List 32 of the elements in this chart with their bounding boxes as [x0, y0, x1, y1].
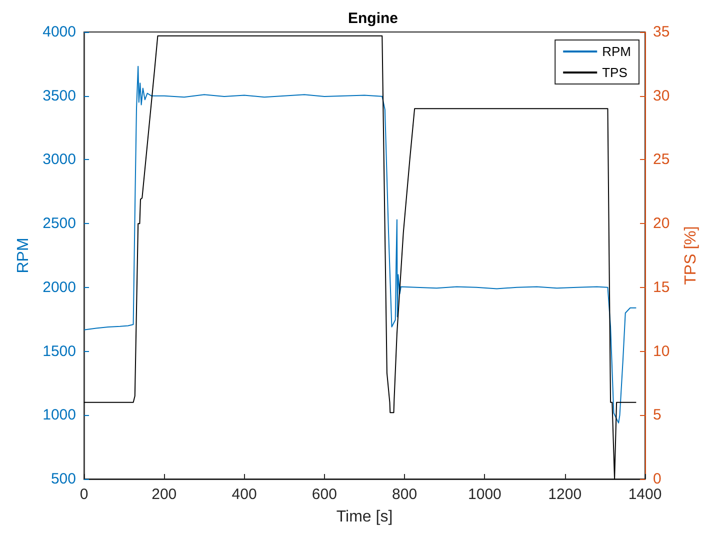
y2-tick-label: 10 — [653, 342, 670, 360]
x-tick-label: 800 — [392, 486, 418, 503]
y-tick-label: 2000 — [42, 278, 76, 296]
y2-tick-label: 5 — [653, 406, 662, 424]
y-tick-label: 2500 — [42, 215, 76, 232]
legend-label: TPS — [602, 65, 628, 80]
x-axis-title: Time [s] — [336, 508, 393, 526]
x-tick-label: 0 — [80, 486, 88, 503]
x-tick-label: 1200 — [548, 486, 582, 503]
y2-tick-label: 0 — [653, 470, 662, 488]
y-tick-label: 3000 — [42, 151, 76, 168]
legend-label: RPM — [602, 44, 631, 59]
y-tick-label: 500 — [50, 470, 76, 488]
y2-tick-label: 35 — [653, 24, 670, 40]
x-tick-label: 400 — [232, 486, 257, 503]
y-axis-title: RPM — [15, 238, 32, 274]
y-tick-label: 3500 — [42, 87, 76, 104]
y-tick-label: 1500 — [42, 342, 76, 360]
y-tick-label: 4000 — [42, 24, 76, 40]
y2-axis-title: TPS [%] — [682, 226, 700, 285]
line-series — [84, 35, 637, 480]
y2-tick-label: 15 — [653, 278, 670, 296]
x-tick-label: 1400 — [628, 486, 662, 503]
y-tick-label: 1000 — [42, 406, 76, 424]
x-tick-label: 1000 — [468, 486, 502, 503]
y2-tick-label: 30 — [653, 87, 670, 104]
line-series — [84, 66, 637, 424]
y2-tick-label: 25 — [653, 151, 670, 168]
x-tick-label: 600 — [312, 486, 337, 503]
x-tick-label: 200 — [152, 486, 177, 503]
chart-title: Engine — [348, 10, 398, 27]
y2-tick-label: 20 — [653, 215, 670, 232]
